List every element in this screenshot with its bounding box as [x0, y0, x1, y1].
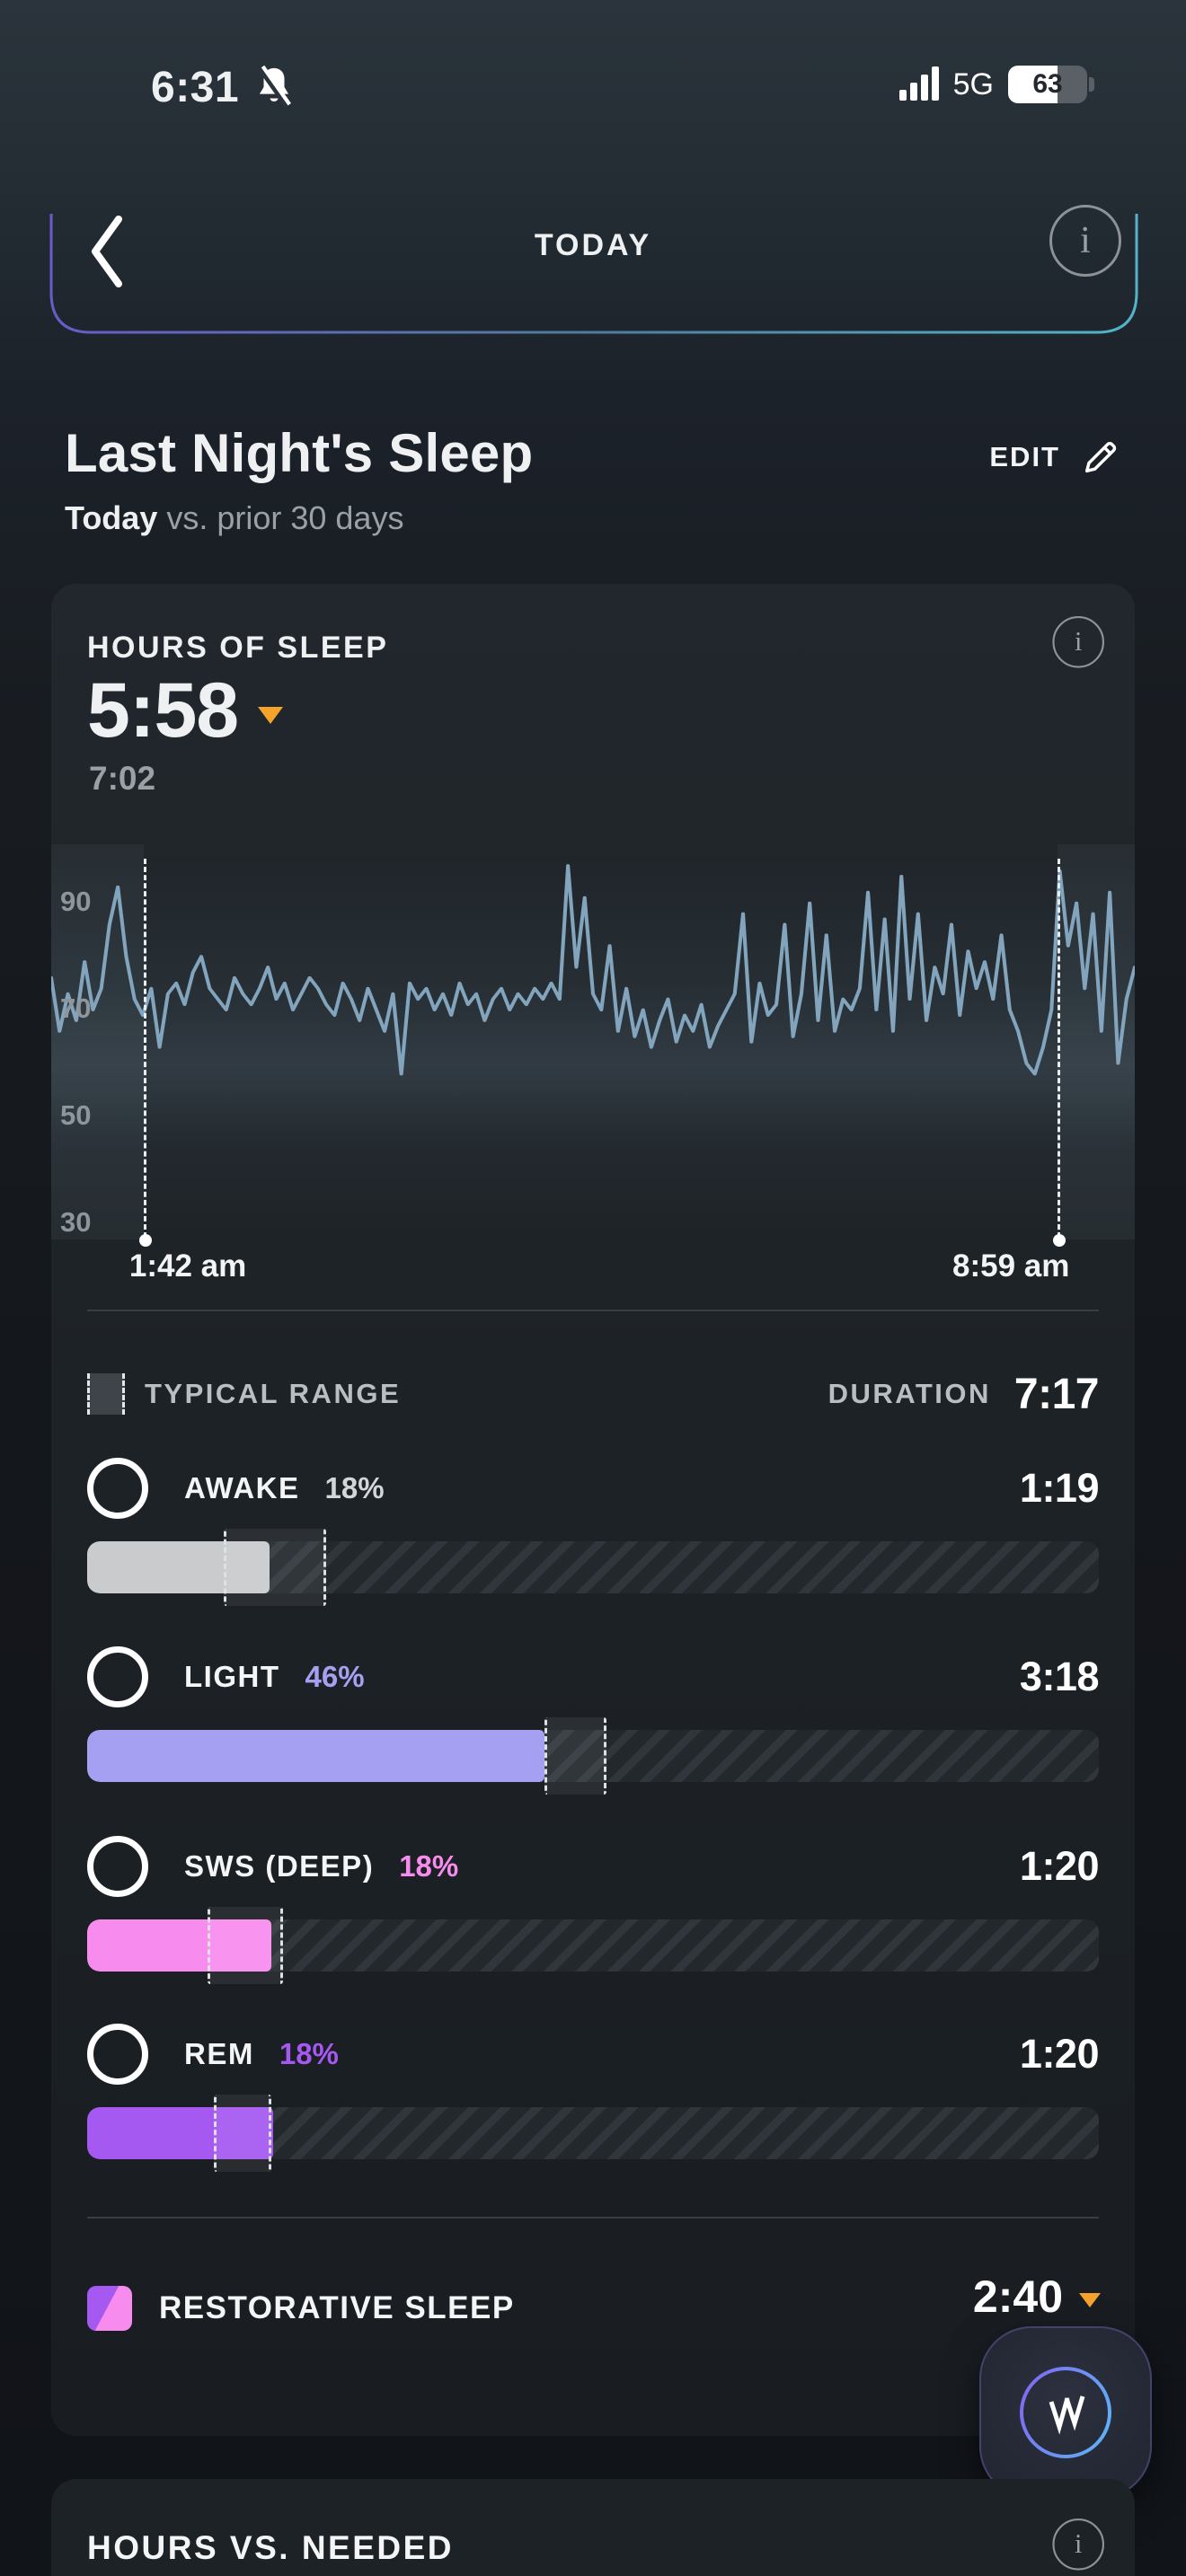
stage-label: LIGHT	[184, 1660, 280, 1693]
heart-rate-line	[51, 864, 1135, 1076]
restorative-sleep-row: RESTORATIVE SLEEP 2:40	[87, 2272, 1101, 2341]
clock: 6:31	[151, 64, 240, 111]
sleep-start-marker	[138, 859, 152, 1247]
back-button[interactable]	[83, 208, 155, 295]
stage-bar	[87, 1717, 1099, 1795]
status-bar: 6:31 5G 63	[0, 56, 1186, 120]
stage-percent: 46%	[305, 1660, 365, 1693]
stage-bar	[87, 2095, 1099, 2172]
sleep-info-button[interactable]: i	[1052, 616, 1104, 668]
edit-button[interactable]: EDIT	[989, 437, 1121, 478]
card-title: HOURS VS. NEEDED	[87, 2529, 455, 2566]
primary-value-text: 5:58	[87, 667, 239, 754]
battery-nub	[1089, 77, 1094, 92]
stage-row-awake: AWAKE 18% 1:19	[87, 1453, 1100, 1606]
stage-label: SWS (DEEP)	[184, 1849, 375, 1883]
sleep-hours-value[interactable]: 5:58	[87, 666, 284, 755]
duration-value: 7:17	[1013, 1370, 1100, 1418]
stage-duration: 1:20	[1019, 2031, 1100, 2077]
card-title: HOURS OF SLEEP	[87, 631, 389, 665]
typical-range-overlay	[213, 2095, 271, 2172]
stage-percent: 18%	[399, 1849, 459, 1883]
hours-vs-needed-card: HOURS VS. NEEDED i	[51, 2479, 1135, 2576]
page-header: TODAY i	[0, 205, 1186, 298]
stage-bar	[87, 1529, 1099, 1606]
stage-duration: 1:20	[1019, 1843, 1100, 1889]
section-title: Last Night's Sleep	[65, 423, 534, 483]
stage-duration: 3:18	[1019, 1654, 1100, 1699]
status-indicators: 5G 63	[898, 65, 1087, 104]
legend-row: TYPICAL RANGE DURATION 7:17	[87, 1367, 1100, 1421]
y-axis-tick: 70	[60, 992, 92, 1025]
whoop-fab-button[interactable]	[979, 2326, 1152, 2499]
section-subtitle: Today vs. prior 30 days	[65, 499, 403, 537]
network-type: 5G	[952, 66, 994, 101]
stage-label: AWAKE	[184, 1471, 300, 1504]
pencil-icon	[1084, 442, 1117, 473]
y-axis-tick: 50	[60, 1099, 92, 1132]
stage-bar	[87, 1907, 1099, 1984]
trend-down-icon	[258, 707, 284, 724]
typical-range-overlay	[207, 1907, 284, 1984]
typical-range-overlay	[544, 1717, 606, 1795]
hours-of-sleep-card: HOURS OF SLEEP i 5:58 7:02 90 70 50 30 1:42…	[51, 584, 1135, 2436]
y-axis-tick: 90	[60, 886, 92, 918]
typical-range-icon	[87, 1373, 125, 1415]
stage-duration: 1:19	[1019, 1465, 1100, 1511]
sleep-end-marker	[1053, 859, 1067, 1247]
notifications-muted-icon	[253, 65, 295, 114]
divider	[87, 2217, 1099, 2219]
stage-label: REM	[184, 2037, 254, 2070]
pre-sleep-region	[51, 844, 144, 1239]
page-title: TODAY	[534, 228, 652, 262]
subtitle-strong: Today	[65, 499, 158, 536]
restorative-sleep-label: RESTORATIVE SLEEP	[159, 2290, 515, 2325]
chart-background	[51, 844, 1135, 1239]
whoop-logo-icon	[1020, 2367, 1111, 2458]
stage-circle-icon	[87, 1836, 148, 1897]
battery-icon: 63	[1008, 66, 1087, 103]
signal-strength-icon	[898, 65, 939, 104]
battery-percent: 63	[1032, 69, 1063, 99]
stage-percent: 18%	[279, 2037, 339, 2070]
typical-range-overlay	[224, 1529, 326, 1606]
y-axis-tick: 30	[60, 1206, 92, 1239]
previous-card-bottom-border	[49, 214, 1138, 334]
stage-row-light: LIGHT 46% 3:18	[87, 1642, 1100, 1795]
stage-row-sws-deep: SWS (DEEP) 18% 1:20	[87, 1831, 1100, 1984]
hours-needed-info-button[interactable]: i	[1052, 2519, 1104, 2571]
stage-circle-icon	[87, 1458, 148, 1519]
typical-hours-value: 7:02	[89, 760, 156, 797]
stage-circle-icon	[87, 2024, 148, 2085]
stage-percent: 18%	[324, 1471, 385, 1504]
restorative-sleep-value[interactable]: 2:40	[973, 2271, 1101, 2323]
sleep-end-time: 8:59 am	[952, 1248, 1070, 1284]
restorative-value-text: 2:40	[972, 2272, 1063, 2322]
trend-down-icon	[1079, 2293, 1101, 2307]
stage-circle-icon	[87, 1646, 148, 1707]
stage-row-rem: REM 18% 1:20	[87, 2019, 1100, 2172]
divider	[87, 1310, 1099, 1311]
sleep-start-time: 1:42 am	[128, 1248, 247, 1284]
heart-rate-chart: 90 70 50 30 1:42 am 8:59 am	[51, 844, 1135, 1293]
typical-range-label: TYPICAL RANGE	[145, 1378, 402, 1409]
restorative-sleep-icon	[87, 2286, 132, 2331]
header-info-button[interactable]: i	[1049, 205, 1121, 277]
subtitle-rest: vs. prior 30 days	[157, 499, 404, 536]
duration-label: DURATION	[828, 1378, 991, 1409]
edit-label: EDIT	[989, 441, 1060, 472]
